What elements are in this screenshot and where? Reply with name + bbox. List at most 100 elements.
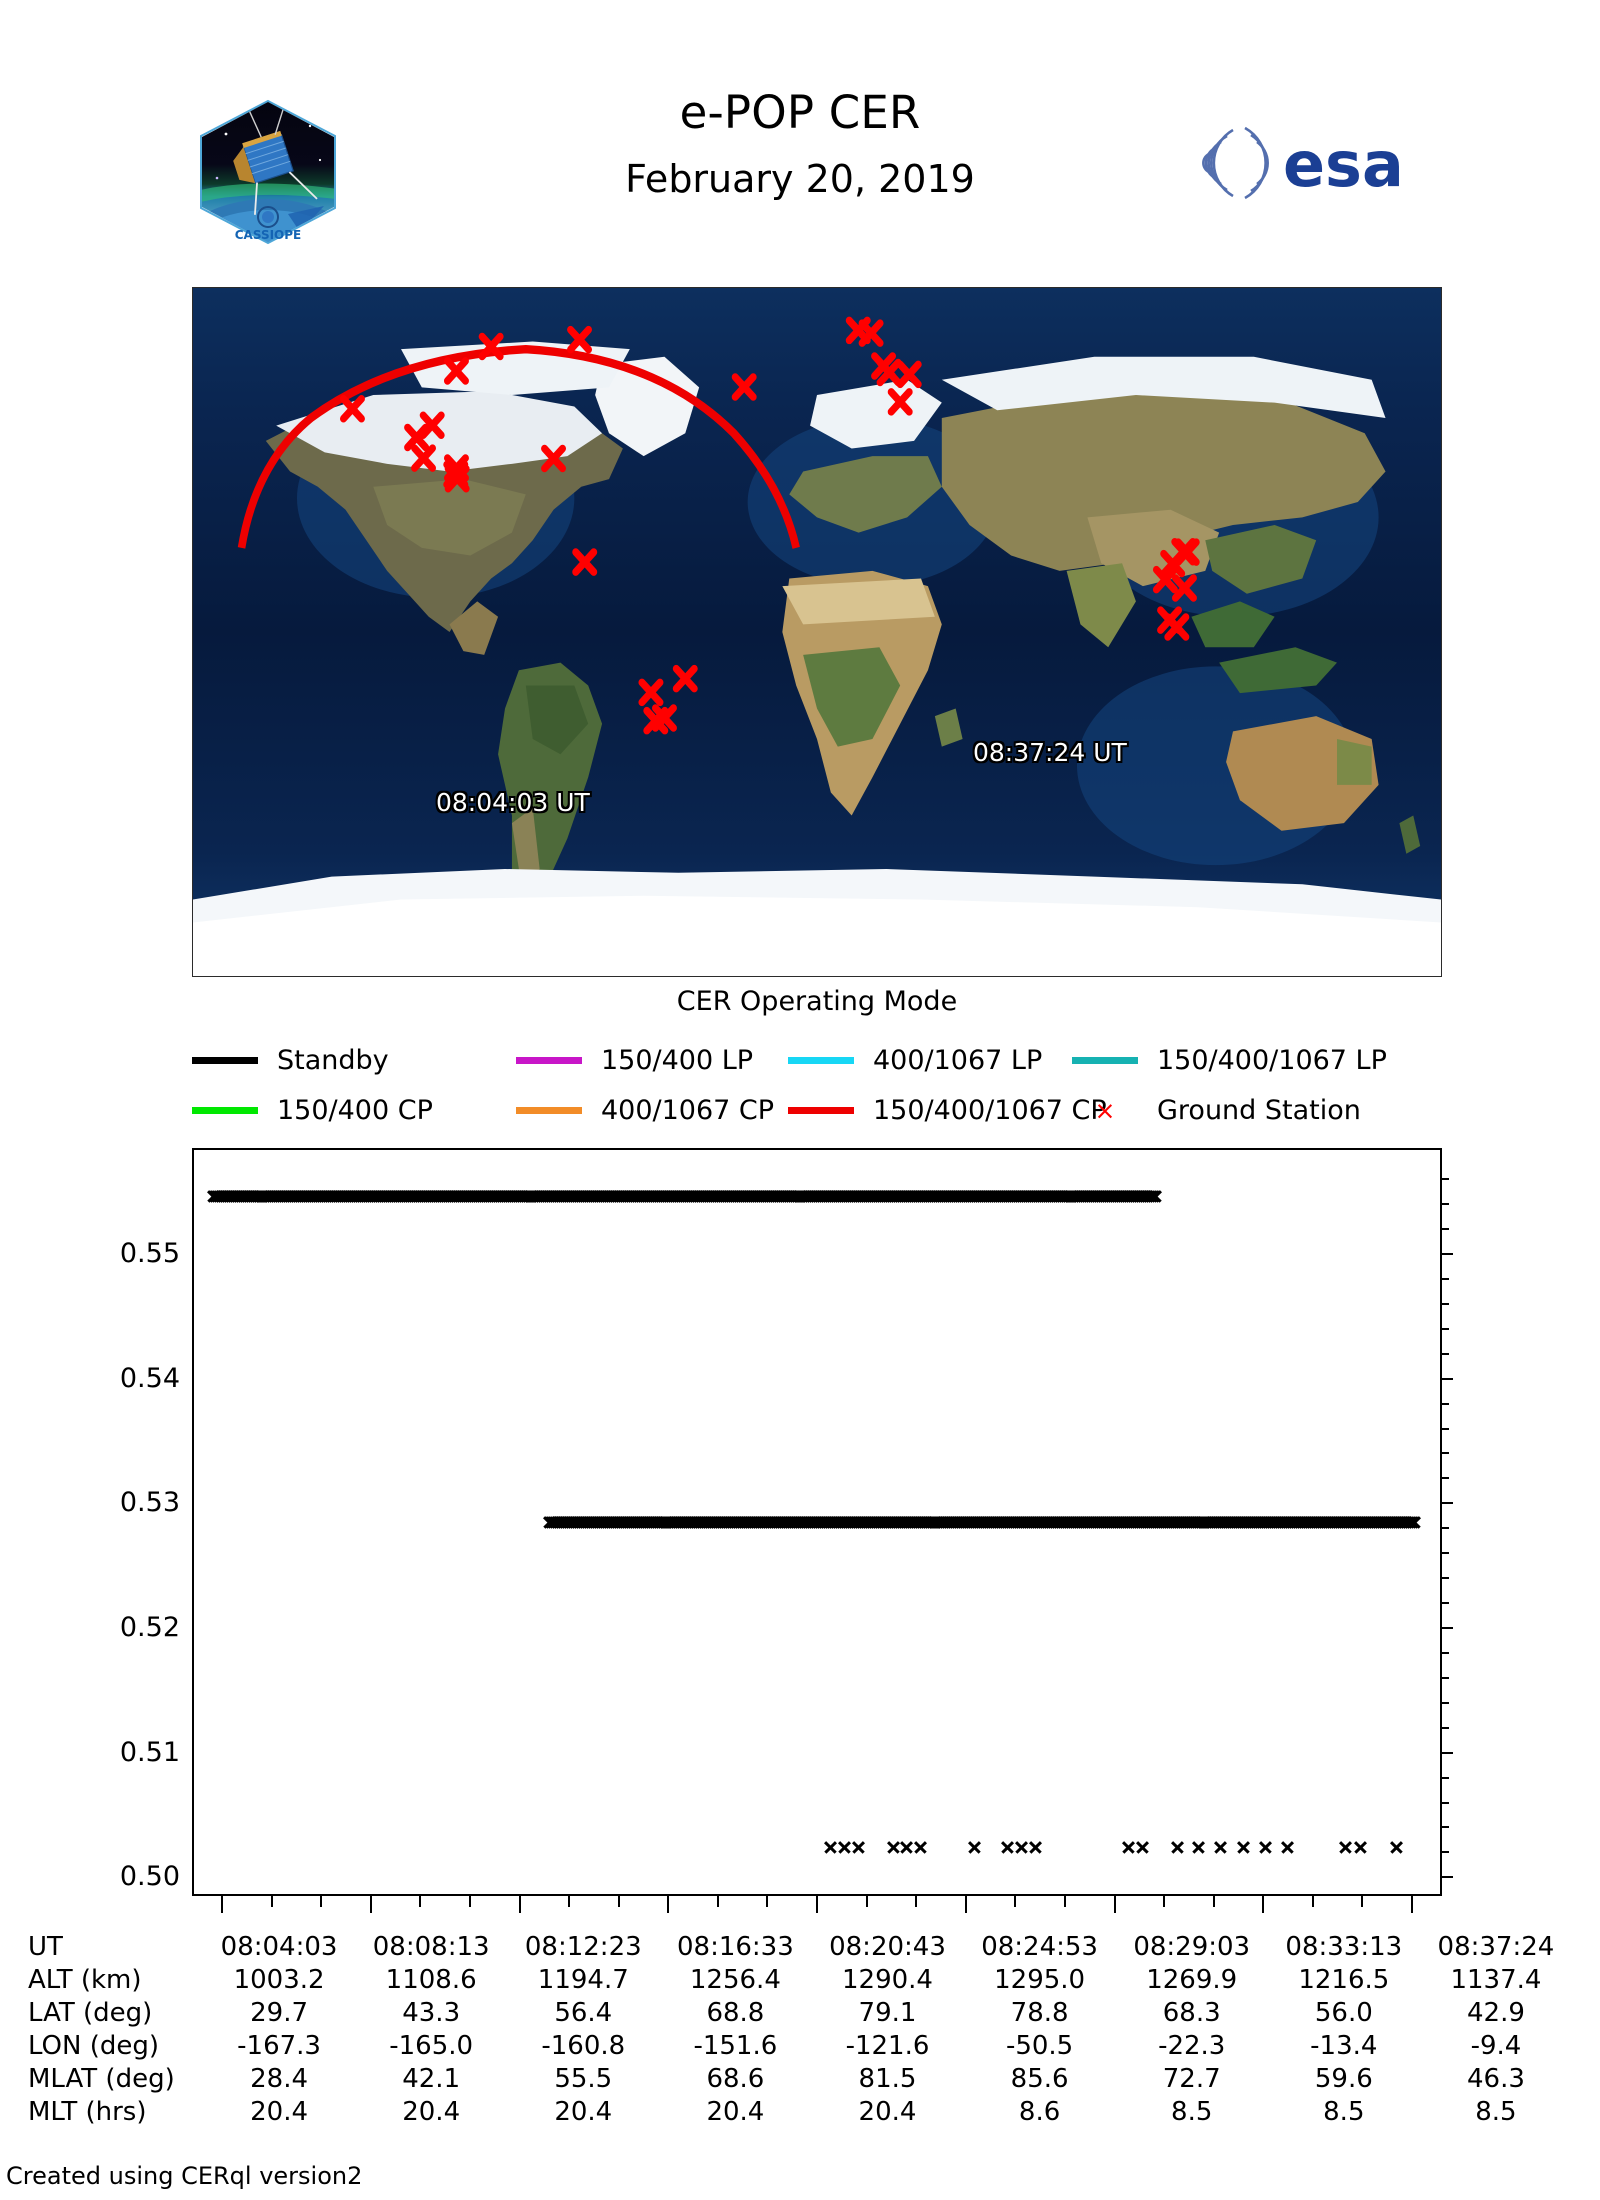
table-cell: 8.5 xyxy=(1475,2097,1517,2127)
table-cell: -13.4 xyxy=(1310,2031,1378,2061)
x-tick-minor xyxy=(716,1896,719,1907)
table-cell: 1194.7 xyxy=(537,1965,629,1995)
table-cell: 56.4 xyxy=(554,1998,613,2028)
ground-station-marker xyxy=(411,444,437,472)
legend-item-label: 150/400 LP xyxy=(601,1044,754,1076)
legend-item-label: 400/1067 CP xyxy=(601,1094,775,1126)
data-marker xyxy=(1258,1840,1273,1855)
footer-credit: Created using CERql version2 xyxy=(6,2162,363,2190)
y-minor-tick xyxy=(1442,1427,1449,1430)
legend-color-swatch xyxy=(516,1106,582,1114)
data-marker xyxy=(1028,1840,1043,1855)
x-tick-minor xyxy=(766,1896,769,1907)
y-minor-tick xyxy=(1442,1228,1449,1231)
map-end-time-label: 08:37:24 UT xyxy=(973,738,1127,767)
x-tick-minor xyxy=(1311,1896,1314,1907)
y-tick-mark xyxy=(1442,1377,1453,1380)
x-tick-minor xyxy=(468,1896,471,1907)
data-marker xyxy=(851,1840,866,1855)
y-tick-label: 0.53 xyxy=(119,1487,180,1519)
y-tick-mark xyxy=(1442,1876,1453,1879)
legend-item-400-1067-cp[interactable]: 400/1067 CP xyxy=(516,1095,788,1126)
data-marker xyxy=(913,1840,928,1855)
table-row: UT 08:04:03 08:08:13 08:12:23 08:16:33 08:20:… xyxy=(28,1931,1572,1964)
legend-row: 150/400 CP 400/1067 CP 150/400/1067 CP × Gro… xyxy=(192,1085,1442,1135)
landmasses xyxy=(193,341,1441,976)
legend-item-label: 150/400 CP xyxy=(277,1094,433,1126)
ground-station-marker xyxy=(887,388,913,416)
y-minor-tick xyxy=(1442,1352,1449,1355)
x-tick-major xyxy=(1113,1896,1116,1913)
table-cell: 8.6 xyxy=(1018,2097,1061,2127)
table-cell: -121.6 xyxy=(845,2031,930,2061)
data-marker xyxy=(1353,1840,1368,1855)
plot-marker-area xyxy=(194,1150,1440,1894)
ground-station-marker xyxy=(444,464,470,493)
ground-station-marker xyxy=(339,395,365,423)
table-cell: 1290.4 xyxy=(842,1965,933,1995)
x-tick-minor xyxy=(419,1896,422,1907)
ground-station-marker xyxy=(478,332,504,361)
y-minor-tick xyxy=(1442,1676,1449,1679)
legend-color-swatch xyxy=(788,1056,854,1064)
x-tick-minor xyxy=(320,1896,323,1907)
table-cell: 56.0 xyxy=(1314,1998,1373,2028)
x-tick-minor xyxy=(865,1896,868,1907)
ground-station-marker xyxy=(731,373,757,401)
table-cell: 85.6 xyxy=(1010,2064,1069,2094)
data-marker xyxy=(967,1840,982,1855)
table-cell: 08:29:03 xyxy=(1133,1932,1251,1962)
y-minor-tick xyxy=(1442,1651,1449,1654)
data-marker xyxy=(1407,1515,1422,1530)
legend-item-400-1067-lp[interactable]: 400/1067 LP xyxy=(788,1045,1072,1076)
page-header: CASSIOPE e-POP CER February 20, 2019 esa xyxy=(0,0,1600,270)
x-tick-major xyxy=(667,1896,670,1913)
y-tick-mark xyxy=(1442,1626,1453,1629)
table-cell: 8.5 xyxy=(1171,2097,1213,2127)
y-minor-tick xyxy=(1442,1302,1449,1305)
table-cell: -151.6 xyxy=(693,2031,778,2061)
world-map-svg xyxy=(193,288,1441,976)
y-minor-tick xyxy=(1442,1602,1449,1605)
cassiope-logo-text: CASSIOPE xyxy=(235,228,302,242)
table-row-label: UT xyxy=(28,1932,63,1962)
table-cell: 68.6 xyxy=(706,2064,765,2094)
data-marker xyxy=(1389,1840,1404,1855)
table-cell: 72.7 xyxy=(1162,2064,1221,2094)
ground-station-marker xyxy=(1152,565,1178,594)
legend-item-150-400-cp[interactable]: 150/400 CP xyxy=(192,1095,516,1126)
table-cell: 81.5 xyxy=(858,2064,917,2094)
table-cell: 55.5 xyxy=(554,2064,613,2094)
world-map-panel: 08:04:03 UT 08:37:24 UT xyxy=(192,287,1442,977)
table-cell: 42.1 xyxy=(402,2064,461,2094)
legend-item-150-400-lp[interactable]: 150/400 LP xyxy=(516,1045,788,1076)
legend-item-150-400-1067-cp[interactable]: 150/400/1067 CP xyxy=(788,1095,1107,1126)
title-block: e-POP CER February 20, 2019 xyxy=(400,85,1200,205)
table-cell: 20.4 xyxy=(858,2097,917,2127)
x-tick-major xyxy=(1411,1896,1413,1913)
ground-station-marker xyxy=(845,316,871,345)
y-tick-label: 0.52 xyxy=(119,1611,180,1643)
table-cell: -167.3 xyxy=(237,2031,321,2061)
legend-item-standby[interactable]: Standby xyxy=(192,1045,516,1076)
table-row: LAT (deg) 29.7 43.3 56.4 68.8 79.1 78.8 68.3 56.… xyxy=(28,1997,1572,2030)
ground-station-marker xyxy=(672,664,698,693)
table-cell: 1003.2 xyxy=(233,1965,325,1995)
table-cell: 20.4 xyxy=(402,2097,461,2127)
ephemeris-table: UT 08:04:03 08:08:13 08:12:23 08:16:33 08:20:… xyxy=(28,1931,1572,2129)
y-minor-tick xyxy=(1442,1726,1449,1729)
ground-station-marker xyxy=(541,444,567,473)
legend-item-ground-station[interactable]: × Ground Station xyxy=(1072,1095,1402,1126)
table-cell: 08:33:13 xyxy=(1285,1932,1403,1962)
table-cell: -22.3 xyxy=(1158,2031,1226,2061)
legend-item-label: Standby xyxy=(277,1044,389,1076)
table-cell: 43.3 xyxy=(402,1998,461,2028)
cer-current-plot xyxy=(192,1148,1442,1896)
y-minor-tick xyxy=(1442,1452,1449,1455)
x-tick-minor xyxy=(1063,1896,1066,1907)
y-minor-tick xyxy=(1442,1527,1449,1530)
legend-item-150-400-1067-lp[interactable]: 150/400/1067 LP xyxy=(1072,1045,1402,1076)
legend-item-label: Ground Station xyxy=(1157,1094,1361,1126)
esa-logo: esa xyxy=(1175,120,1465,206)
cassiope-logo: CASSIOPE xyxy=(192,96,344,248)
